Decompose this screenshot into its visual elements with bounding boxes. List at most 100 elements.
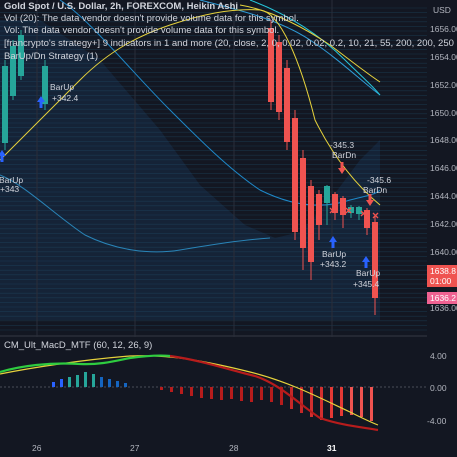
macd-histogram-bar	[260, 387, 263, 400]
macd-histogram-bar	[76, 375, 79, 387]
candle-body	[372, 222, 378, 298]
price-axis[interactable]	[427, 0, 457, 440]
signal-label: BarUp	[50, 82, 74, 92]
macd-histogram-bar	[84, 372, 87, 387]
macd-histogram-bar	[200, 387, 203, 398]
secondary-price: 1636.2	[430, 293, 456, 303]
price-tick: 1652.00	[430, 80, 457, 90]
macd-tick: 4.00	[430, 351, 447, 361]
price-tick: 1654.00	[430, 52, 457, 62]
macd-histogram-bar	[270, 387, 273, 402]
macd-histogram-bar	[210, 387, 213, 399]
candle-body	[292, 118, 298, 232]
macd-tick: -4.00	[427, 416, 447, 426]
time-axis[interactable]	[0, 440, 457, 457]
bollinger-fill	[0, 20, 380, 320]
signal-label: BarUp	[322, 249, 346, 259]
macd-pane[interactable]	[0, 337, 427, 440]
signal-label: BarDn	[332, 150, 356, 160]
macd-histogram-bar	[250, 387, 253, 402]
candle-body	[42, 66, 48, 104]
price-tick: 1648.00	[430, 135, 457, 145]
macd-histogram-bar	[170, 387, 173, 392]
candle-body	[324, 186, 330, 203]
signal-labels: BarUp +342.4 BarUp +343 -345.3 BarDn -34…	[0, 82, 391, 289]
bar-countdown: 01:00	[430, 276, 452, 286]
macd-histogram-bar	[230, 387, 233, 399]
macd-histogram-bar	[320, 387, 323, 420]
macd-histogram-bar	[124, 383, 127, 387]
time-tick: 31	[327, 443, 337, 453]
candle-body	[18, 35, 24, 76]
signal-value: -345.6	[367, 175, 391, 185]
macd-histogram-bar	[360, 387, 363, 417]
signal-label: BarUp	[0, 175, 23, 185]
candle-body	[356, 207, 362, 214]
macd-line-green	[0, 354, 171, 374]
candle-body	[332, 194, 338, 213]
price-tick: 1650.00	[430, 108, 457, 118]
arrow-up-icon	[37, 96, 45, 108]
price-axis-ticks: 1656.00 1654.00 1652.00 1650.00 1648.00 1646.…	[430, 24, 457, 313]
candle-body	[284, 68, 290, 142]
arrow-up-icon	[329, 236, 337, 248]
candle-body	[268, 28, 274, 102]
signal-value: +343	[0, 184, 19, 194]
candle-body	[340, 198, 346, 215]
macd-histogram-bar	[350, 387, 353, 415]
arrow-down-icon	[338, 162, 346, 174]
arrow-up-icon	[362, 256, 370, 268]
price-tick: 1656.00	[430, 24, 457, 34]
arrow-down-icon	[366, 194, 374, 206]
signal-label: BarDn	[363, 185, 387, 195]
signal-arrows	[0, 96, 379, 268]
candle-body	[316, 194, 322, 225]
candle-body	[10, 46, 16, 96]
ma-blue-upper	[199, 0, 381, 96]
barupdn-strategy-legend[interactable]: BarUp/Dn Strategy (1)	[4, 51, 98, 62]
price-tick: 1646.00	[430, 163, 457, 173]
macd-histogram-bar	[100, 377, 103, 387]
time-tick: 27	[130, 443, 140, 453]
signal-value: +342.4	[52, 93, 79, 103]
macd-histogram	[52, 372, 373, 421]
macd-axis-ticks: 4.00 0.00 -4.00	[427, 351, 447, 426]
signal-value: -345.3	[330, 140, 354, 150]
macd-histogram-bar	[370, 387, 373, 421]
ma-yellow	[0, 9, 381, 206]
macd-histogram-bar	[330, 387, 333, 418]
macd-histogram-bar	[116, 381, 119, 387]
macd-histogram-bar	[220, 387, 223, 400]
vol20-legend[interactable]: Vol (20): The data vendor doesn't provid…	[4, 13, 299, 24]
macd-signal-line	[0, 355, 379, 426]
price-tick: 1642.00	[430, 219, 457, 229]
macd-histogram-bar	[108, 379, 111, 387]
macd-histogram-bar	[52, 382, 55, 387]
ma-blue-lower	[0, 174, 271, 253]
macd-histogram-bar	[160, 387, 163, 390]
chart-title[interactable]: Gold Spot / U.S. Dollar, 2h, FOREXCOM, H…	[4, 1, 239, 12]
time-tick: 26	[32, 443, 42, 453]
price-tick: 1640.00	[430, 247, 457, 257]
price-grid	[0, 7, 427, 331]
macd-histogram-bar	[340, 387, 343, 416]
arrow-up-icon	[0, 150, 6, 162]
vol-legend[interactable]: Vol: The data vendor doesn't provide vol…	[4, 25, 280, 36]
price-tick: 1636.00	[430, 303, 457, 313]
heikin-ashi-candles	[2, 20, 378, 315]
signal-label: BarUp	[356, 268, 380, 278]
time-axis-ticks: 26 27 28 31	[32, 443, 337, 453]
secondary-price-badge	[427, 292, 457, 304]
strategy-indicator-legend[interactable]: [francrypto's strategy+] 9 indicators in…	[4, 38, 454, 49]
macd-legend[interactable]: CM_Ult_MacD_MTF (60, 12, 26, 9)	[4, 340, 153, 351]
cross-icon	[329, 207, 379, 219]
candle-body	[300, 158, 306, 248]
macd-histogram-bar	[280, 387, 283, 405]
candle-body	[364, 210, 370, 228]
price-tick: 1644.00	[430, 191, 457, 201]
currency-label: USD	[433, 5, 451, 15]
macd-line-red	[169, 354, 379, 432]
ma-blue-outer	[59, 0, 381, 206]
candle-body	[348, 207, 354, 213]
